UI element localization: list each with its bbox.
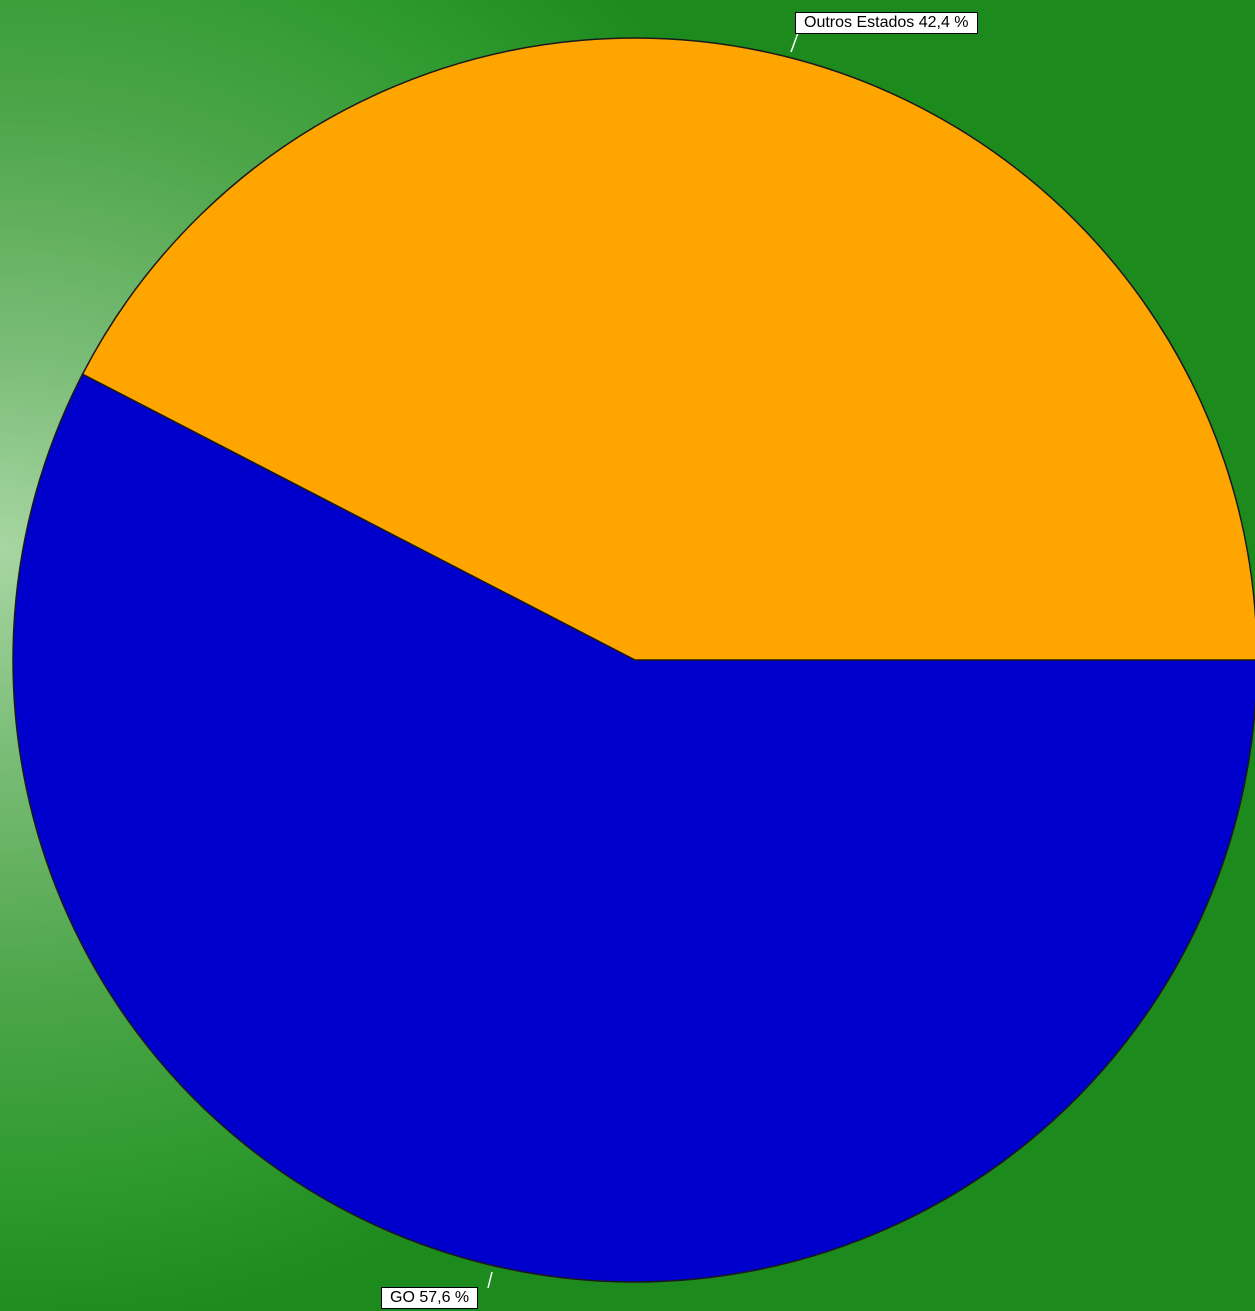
data-label-outros-estados: Outros Estados 42,4 % xyxy=(795,12,978,34)
data-label-go: GO 57,6 % xyxy=(381,1287,479,1309)
leader-line-go xyxy=(487,1271,493,1289)
pie-slice-go[interactable] xyxy=(12,373,1255,1283)
leader-line-outros-estados xyxy=(790,32,799,53)
pie-slice-outros-estados[interactable] xyxy=(81,37,1255,661)
